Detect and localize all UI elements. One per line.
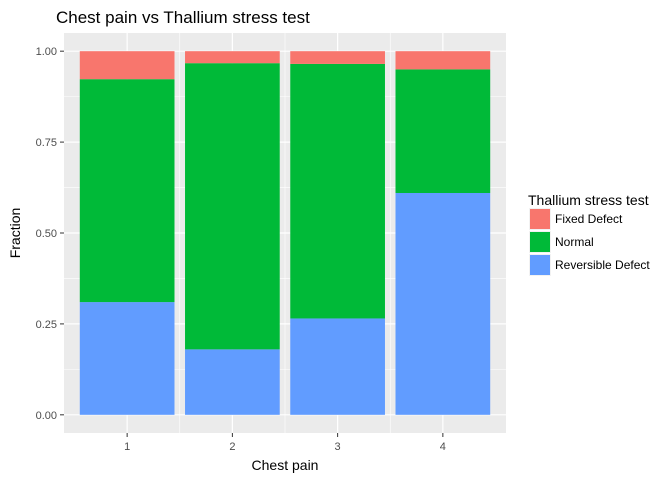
bar-segment-fixed-defect-2: [185, 51, 280, 64]
x-tick-label: 3: [335, 441, 341, 453]
x-tick-label: 4: [440, 441, 446, 453]
x-tick-label: 1: [124, 441, 130, 453]
legend-swatch: [530, 209, 550, 229]
x-axis: 1 2 3 4: [124, 433, 446, 453]
y-tick-label: 0.25: [36, 319, 57, 331]
legend-label: Fixed Defect: [555, 212, 623, 226]
bar-segment-reversible-defect-1: [79, 302, 175, 415]
bar-segment-normal-4: [395, 69, 491, 193]
legend-label: Normal: [555, 235, 594, 249]
bar-segment-reversible-defect-2: [185, 349, 280, 415]
y-tick-label: 0.00: [36, 410, 57, 422]
chart-title: Chest pain vs Thallium stress test: [56, 8, 310, 27]
legend-label: Reversible Defect: [555, 258, 650, 272]
bar-segment-fixed-defect-1: [79, 51, 175, 80]
legend-title: Thallium stress test: [528, 192, 649, 208]
legend-swatch: [530, 255, 550, 275]
y-tick-label: 0.50: [36, 228, 57, 240]
y-axis-title: Fraction: [7, 208, 23, 259]
legend-swatch: [530, 232, 550, 252]
bar-segment-fixed-defect-3: [290, 51, 385, 64]
y-axis: 0.00 0.25 0.50 0.75 1.00: [36, 46, 64, 422]
legend: Thallium stress test Fixed Defect Normal R…: [528, 192, 650, 276]
bar-segment-normal-1: [79, 79, 175, 303]
bars: [79, 51, 491, 415]
x-axis-title: Chest pain: [252, 457, 319, 473]
bar-segment-normal-2: [185, 63, 280, 350]
y-tick-label: 0.75: [36, 137, 57, 149]
bar-segment-reversible-defect-3: [290, 318, 385, 415]
bar-segment-fixed-defect-4: [395, 51, 491, 70]
bar-segment-normal-3: [290, 63, 385, 319]
y-tick-label: 1.00: [36, 46, 57, 58]
legend-items: Fixed Defect Normal Reversible Defect: [529, 208, 650, 276]
bar-segment-reversible-defect-4: [395, 193, 491, 415]
x-tick-label: 2: [229, 441, 235, 453]
